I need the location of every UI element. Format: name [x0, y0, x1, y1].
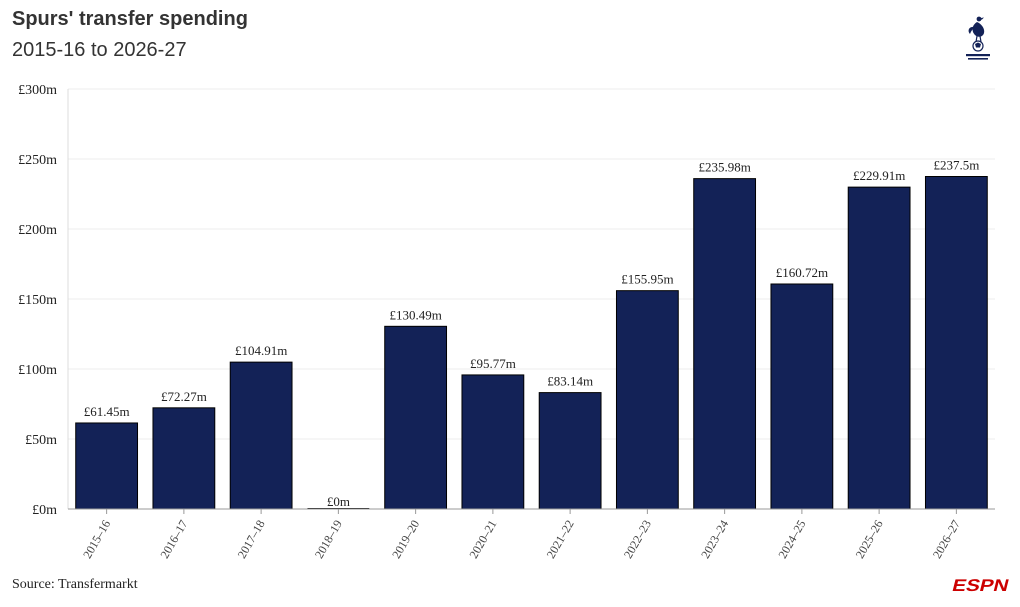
bar-data-label: £61.45m	[84, 404, 130, 419]
bar	[538, 392, 602, 510]
espn-logo: ESPN	[950, 576, 1011, 594]
y-tick-label: £200m	[18, 223, 57, 238]
bar-data-label: £160.72m	[776, 265, 828, 280]
x-tick-label: 2024–25	[775, 518, 808, 561]
x-tick-label: 2017–18	[235, 518, 268, 561]
bar-data-label: £95.77m	[470, 356, 516, 371]
bar	[75, 422, 139, 510]
bar-data-label: £104.91m	[235, 343, 287, 358]
x-tick-label: 2016–17	[157, 518, 190, 561]
bar-data-label: £0m	[327, 494, 350, 509]
bar	[847, 186, 911, 510]
x-tick-label: 2018–19	[312, 518, 345, 561]
bar	[229, 361, 293, 510]
bar-data-label: £72.27m	[161, 389, 207, 404]
x-tick-label: 2025–26	[853, 518, 886, 561]
bar	[615, 290, 679, 510]
x-tick-label: 2021–22	[544, 518, 577, 561]
chart-title: Spurs' transfer spending	[12, 8, 248, 30]
bar-data-label: £130.49m	[389, 307, 441, 322]
bar-data-label: £237.5m	[933, 158, 979, 173]
bars	[75, 176, 988, 510]
tottenham-cockerel-icon	[966, 16, 990, 60]
bar	[770, 283, 834, 510]
source-note: Source: Transfermarkt	[12, 577, 138, 592]
bar-data-labels: £61.45m £72.27m £104.91m £0m £130.49m £95.77m…	[84, 158, 980, 510]
y-tick-label: £250m	[18, 153, 57, 168]
grid-lines	[68, 88, 995, 440]
bar	[461, 374, 525, 510]
y-tick-label: £50m	[25, 433, 57, 448]
bar	[152, 407, 216, 510]
x-tick-label: 2022–23	[621, 518, 654, 561]
x-tick-label: 2015–16	[80, 518, 113, 561]
x-tick-label: 2020–21	[466, 518, 499, 561]
bar-data-label: £155.95m	[621, 272, 673, 287]
y-tick-label: £150m	[18, 293, 57, 308]
x-tick-label: 2023–24	[698, 518, 731, 561]
svg-text:ESPN: ESPN	[950, 576, 1011, 594]
chart-subtitle: 2015-16 to 2026-27	[12, 39, 187, 61]
bar-data-label: £83.14m	[547, 374, 593, 389]
x-tick-label: 2019–20	[389, 518, 422, 561]
x-axis-ticks: 2015–16 2016–17 2017–18 2018–19 2019–20 2020–…	[80, 509, 963, 561]
bar-data-label: £229.91m	[853, 168, 905, 183]
y-tick-label: £0m	[32, 503, 57, 518]
data-label-background	[322, 495, 355, 508]
bar	[924, 176, 988, 510]
x-tick-label: 2026–27	[930, 518, 963, 561]
bar-data-label: £235.98m	[698, 160, 750, 175]
y-axis-ticks: £0m £50m £100m £150m £200m £250m £300m	[18, 83, 57, 518]
bar	[693, 178, 757, 510]
bar	[384, 325, 448, 510]
y-tick-label: £100m	[18, 363, 57, 378]
y-tick-label: £300m	[18, 83, 57, 98]
